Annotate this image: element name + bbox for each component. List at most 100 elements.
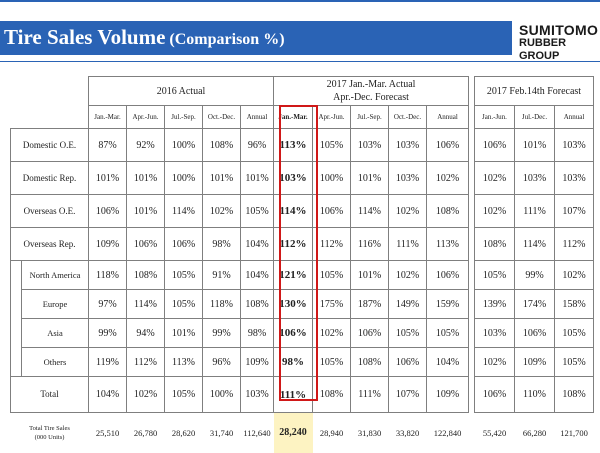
table-row: Overseas Rep. 109% 106% 106% 98% 104% 112% 112%… [10, 227, 470, 261]
cell-2017: 112% [312, 227, 351, 261]
group-header-2016: 2016 Actual [88, 76, 274, 106]
cell-2016: 108% [126, 260, 165, 290]
cell-2017: 106% [312, 194, 351, 228]
cell-forecast: 114% [514, 227, 555, 261]
cell-forecast: 105% [554, 347, 594, 377]
cell-forecast: 106% [514, 318, 555, 348]
cell-2016: 119% [88, 347, 127, 377]
cell-2016: 96% [240, 128, 274, 162]
cell-2016: 101% [126, 194, 165, 228]
cell-forecast: 106% [474, 376, 515, 413]
total-units-row: 55,420 66,280 121,700 [475, 413, 594, 453]
row-label: Others [21, 347, 89, 377]
cell-2016: 118% [202, 289, 241, 319]
group-2017-line2: Apr.-Dec. Forecast [333, 92, 409, 103]
cell-2017: 104% [425, 347, 470, 377]
slide-header: Tire Sales Volume (Comparison %) SUMITOMO… [0, 0, 600, 70]
total-units-label-line2: (000 Units) [34, 433, 65, 441]
col-header-2017: Jul.-Sep. [350, 105, 389, 129]
cell-2017: 108% [425, 194, 470, 228]
cell-2017: 149% [388, 289, 427, 319]
cell-2017: 105% [312, 347, 351, 377]
cell-forecast: 101% [514, 128, 555, 162]
cell-2016: 108% [202, 128, 241, 162]
cell-2016: 106% [88, 194, 127, 228]
cell-2016: 118% [88, 260, 127, 290]
cell-2017: 102% [388, 194, 427, 228]
cell-2016: 101% [126, 161, 165, 195]
table-row: 108% 114% 112% [474, 227, 594, 261]
cell-2016: 91% [202, 260, 241, 290]
col-header-2016: Jan.-Mar. [88, 105, 127, 129]
table-row: 105% 99% 102% [474, 260, 594, 290]
cell-2016: 104% [240, 260, 274, 290]
table-row: Domestic Rep. 101% 101% 100% 101% 101% 103% 100… [10, 161, 470, 195]
cell-forecast: 105% [474, 260, 515, 290]
company-logo: SUMITOMO RUBBER GROUP [519, 22, 600, 63]
cell-2016: 100% [164, 128, 203, 162]
cell-2016: 99% [88, 318, 127, 348]
col-header-forecast: Jul.-Dec. [514, 105, 555, 129]
table-row: North America 118% 108% 105% 91% 104% 121% 105%… [10, 260, 470, 377]
col-header-2017: Apr.-Jun. [312, 105, 351, 129]
cell-forecast: 110% [514, 376, 555, 413]
cell-forecast: 106% [474, 128, 515, 162]
total-units-2017: 33,820 [395, 427, 420, 438]
total-units-2017: 31,830 [357, 427, 382, 438]
table-row: 103% 106% 105% [474, 318, 594, 348]
cell-2017: 106% [273, 318, 313, 348]
cell-forecast: 99% [514, 260, 555, 290]
cell-forecast: 174% [514, 289, 555, 319]
cell-2017: 111% [350, 376, 389, 413]
cell-2016: 96% [202, 347, 241, 377]
cell-2017: 109% [425, 376, 470, 413]
cell-2016: 101% [240, 161, 274, 195]
cell-2017: 100% [312, 161, 351, 195]
cell-2017: 106% [425, 128, 470, 162]
cell-2016: 102% [202, 194, 241, 228]
cell-2016: 114% [164, 194, 203, 228]
total-units-2016: 25,510 [95, 427, 120, 438]
cell-forecast: 108% [554, 376, 594, 413]
subregion-gutter [10, 260, 22, 377]
cell-2016: 112% [126, 347, 165, 377]
cell-2016: 109% [240, 347, 274, 377]
title-bar: Tire Sales Volume (Comparison %) [0, 21, 512, 55]
cell-2016: 87% [88, 128, 127, 162]
cell-2016: 105% [164, 260, 203, 290]
cell-2017: 113% [425, 227, 470, 261]
cell-2017: 106% [425, 260, 470, 290]
col-header-forecast: Jan.-Jun. [474, 105, 515, 129]
group-2017-line1: 2017 Jan.-Mar. Actual [326, 79, 416, 90]
table-row: 102% 109% 105% [474, 347, 594, 377]
cell-2017: 114% [350, 194, 389, 228]
table-row: 106% 110% 108% [474, 376, 594, 413]
table-row: Domestic O.E. 87% 92% 100% 108% 96% 113% 105% 10… [10, 128, 470, 162]
table-row: 106% 101% 103% [474, 128, 594, 162]
col-header-2017: Jan.-Mar. [273, 105, 313, 129]
top-rule [0, 0, 600, 2]
cell-2017: 103% [350, 128, 389, 162]
cell-2016: 92% [126, 128, 165, 162]
cell-forecast: 109% [514, 347, 555, 377]
cell-2017: 112% [273, 227, 313, 261]
cell-2017: 114% [273, 194, 313, 228]
table-row: 102% 111% 107% [474, 194, 594, 228]
cell-2016: 109% [88, 227, 127, 261]
forecast-table: 2017 Feb.14th Forecast Jan.-Jun. Jul.-Dec… [474, 76, 594, 453]
cell-2016: 101% [202, 161, 241, 195]
logo-line-1: SUMITOMO [519, 22, 599, 38]
cell-2017: 98% [273, 347, 313, 377]
cell-2017: 103% [388, 161, 427, 195]
total-units-2016: 31,740 [209, 427, 234, 438]
cell-2016: 94% [126, 318, 165, 348]
row-label: Europe [21, 289, 89, 319]
cell-forecast: 102% [474, 161, 515, 195]
cell-forecast: 111% [514, 194, 555, 228]
cell-2017: 159% [425, 289, 470, 319]
cell-2016: 106% [164, 227, 203, 261]
cell-2016: 97% [88, 289, 127, 319]
cell-2016: 101% [88, 161, 127, 195]
cell-2016: 114% [126, 289, 165, 319]
page-title: Tire Sales Volume (Comparison %) [4, 25, 285, 50]
